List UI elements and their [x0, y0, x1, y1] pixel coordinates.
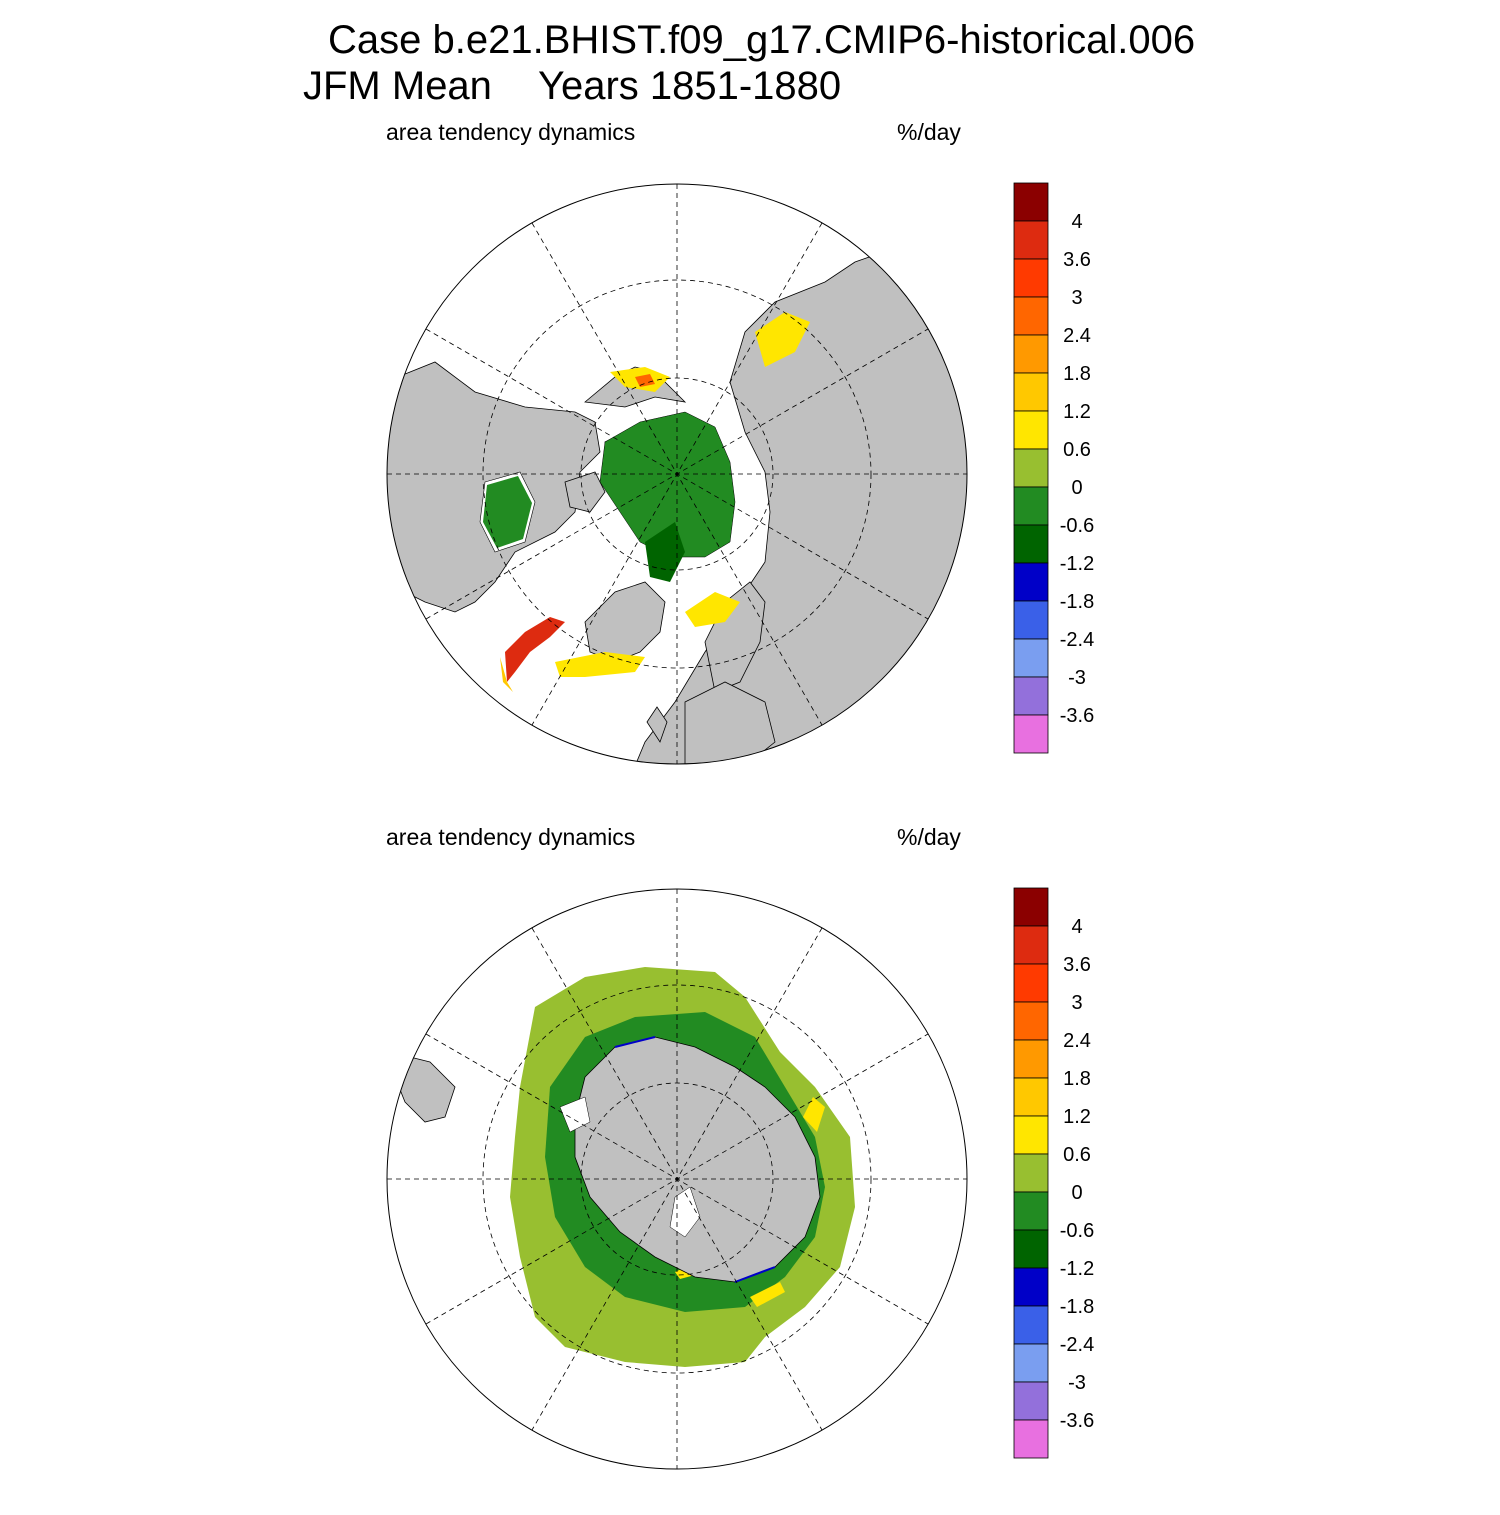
- colorbar-tick-label: -1.2: [1060, 553, 1094, 575]
- colorbar-swatch: [1013, 1381, 1049, 1421]
- colorbar-tick-label: 3.6: [1063, 954, 1091, 976]
- colorbar-swatch: [1013, 638, 1049, 678]
- colorbar-tick-label: 1.2: [1063, 1106, 1091, 1128]
- colorbar-tick-label: -2.4: [1060, 629, 1094, 651]
- colorbar-south: 4 3.6 3 2.4 1.8 1.2 0.6 0 -0.6 -1.2 -1.8 -2.4 -3 -3.6: [1013, 887, 1094, 1459]
- colorbar-swatch: [1013, 1191, 1049, 1231]
- colorbar-tick-label: -3.6: [1060, 705, 1094, 727]
- colorbar-swatch: [1013, 334, 1049, 374]
- colorbar-swatch: [1013, 448, 1049, 488]
- season-label: JFM Mean: [303, 64, 492, 108]
- colorbar-swatch: [1013, 372, 1049, 412]
- colorbar-swatch: [1013, 486, 1049, 526]
- colorbar-tick-label: 0: [1071, 1182, 1082, 1204]
- panel-north: area tendency dynamics %/day: [0, 110, 1500, 810]
- antarctica-land: [574, 1036, 821, 1283]
- colorbar-tick-label: 3: [1071, 287, 1082, 309]
- colorbar-swatch: [1013, 1343, 1049, 1383]
- colorbar-swatch: [1013, 1115, 1049, 1155]
- colorbar-tick-label: 0.6: [1063, 439, 1091, 461]
- south-polar-map: [386, 888, 968, 1470]
- colorbar-tick-label: -0.6: [1060, 1220, 1094, 1242]
- sea-ice-field: [483, 312, 810, 692]
- colorbar-swatch: [1013, 1419, 1049, 1459]
- colorbar-tick-label: 3: [1071, 992, 1082, 1014]
- colorbar-north: 4 3.6 3 2.4 1.8 1.2 0.6 0 -0.6 -1.2 -1.8 -2.4 -3 -3.6: [1013, 182, 1094, 754]
- colorbar-swatch: [1013, 1267, 1049, 1307]
- colorbar-tick-label: 2.4: [1063, 325, 1091, 347]
- years-label: Years 1851-1880: [537, 64, 842, 108]
- colorbar-tick-label: 1.8: [1063, 1068, 1091, 1090]
- colorbar-swatch: [1013, 1153, 1049, 1193]
- colorbar-tick-label: 2.4: [1063, 1030, 1091, 1052]
- colorbar-tick-label: 3.6: [1063, 249, 1091, 271]
- colorbar-tick-label: 4: [1071, 211, 1082, 233]
- colorbar-tick-label: -2.4: [1060, 1334, 1094, 1356]
- colorbar-swatch: [1013, 410, 1049, 450]
- colorbar-tick-label: -3: [1068, 1372, 1086, 1394]
- colorbar-tick-label: -3.6: [1060, 1410, 1094, 1432]
- colorbar-tick-label: -1.8: [1060, 1296, 1094, 1318]
- colorbar-swatch: [1013, 676, 1049, 716]
- colorbar-swatch: [1013, 258, 1049, 298]
- colorbar-tick-label: -3: [1068, 667, 1086, 689]
- colorbar-swatch: [1013, 714, 1049, 754]
- colorbar-tick-label: 1.8: [1063, 363, 1091, 385]
- season-title: JFM Mean Years 1851-1880: [303, 64, 841, 109]
- colorbar-tick-label: -0.6: [1060, 515, 1094, 537]
- panel-south: area tendency dynamics %/day: [0, 815, 1500, 1515]
- colorbar-swatch: [1013, 1305, 1049, 1345]
- north-polar-map: [386, 183, 968, 765]
- colorbar-swatch: [1013, 1039, 1049, 1079]
- colorbar-swatch: [1013, 887, 1049, 927]
- units-label: %/day: [897, 824, 961, 850]
- colorbar-swatch: [1013, 600, 1049, 640]
- case-title: Case b.e21.BHIST.f09_g17.CMIP6-historica…: [328, 18, 1196, 62]
- colorbar-tick-label: 0: [1071, 477, 1082, 499]
- colorbar-swatch: [1013, 1229, 1049, 1269]
- colorbar-tick-label: 1.2: [1063, 401, 1091, 423]
- colorbar-swatch: [1013, 296, 1049, 336]
- colorbar-swatch: [1013, 220, 1049, 260]
- colorbar-swatch: [1013, 1077, 1049, 1117]
- variable-label: area tendency dynamics: [386, 119, 636, 145]
- colorbar-tick-label: -1.2: [1060, 1258, 1094, 1280]
- colorbar-tick-label: 4: [1071, 916, 1082, 938]
- colorbar-swatch: [1013, 963, 1049, 1003]
- colorbar-swatch: [1013, 524, 1049, 564]
- colorbar-swatch: [1013, 925, 1049, 965]
- graticule: [387, 889, 967, 1469]
- colorbar-swatch: [1013, 562, 1049, 602]
- graticule: [387, 184, 967, 764]
- colorbar-tick-label: -1.8: [1060, 591, 1094, 613]
- colorbar-swatch: [1013, 182, 1049, 222]
- variable-label: area tendency dynamics: [386, 824, 636, 850]
- colorbar-swatch: [1013, 1001, 1049, 1041]
- colorbar-tick-label: 0.6: [1063, 1144, 1091, 1166]
- land-masses: [387, 221, 967, 764]
- units-label: %/day: [897, 119, 961, 145]
